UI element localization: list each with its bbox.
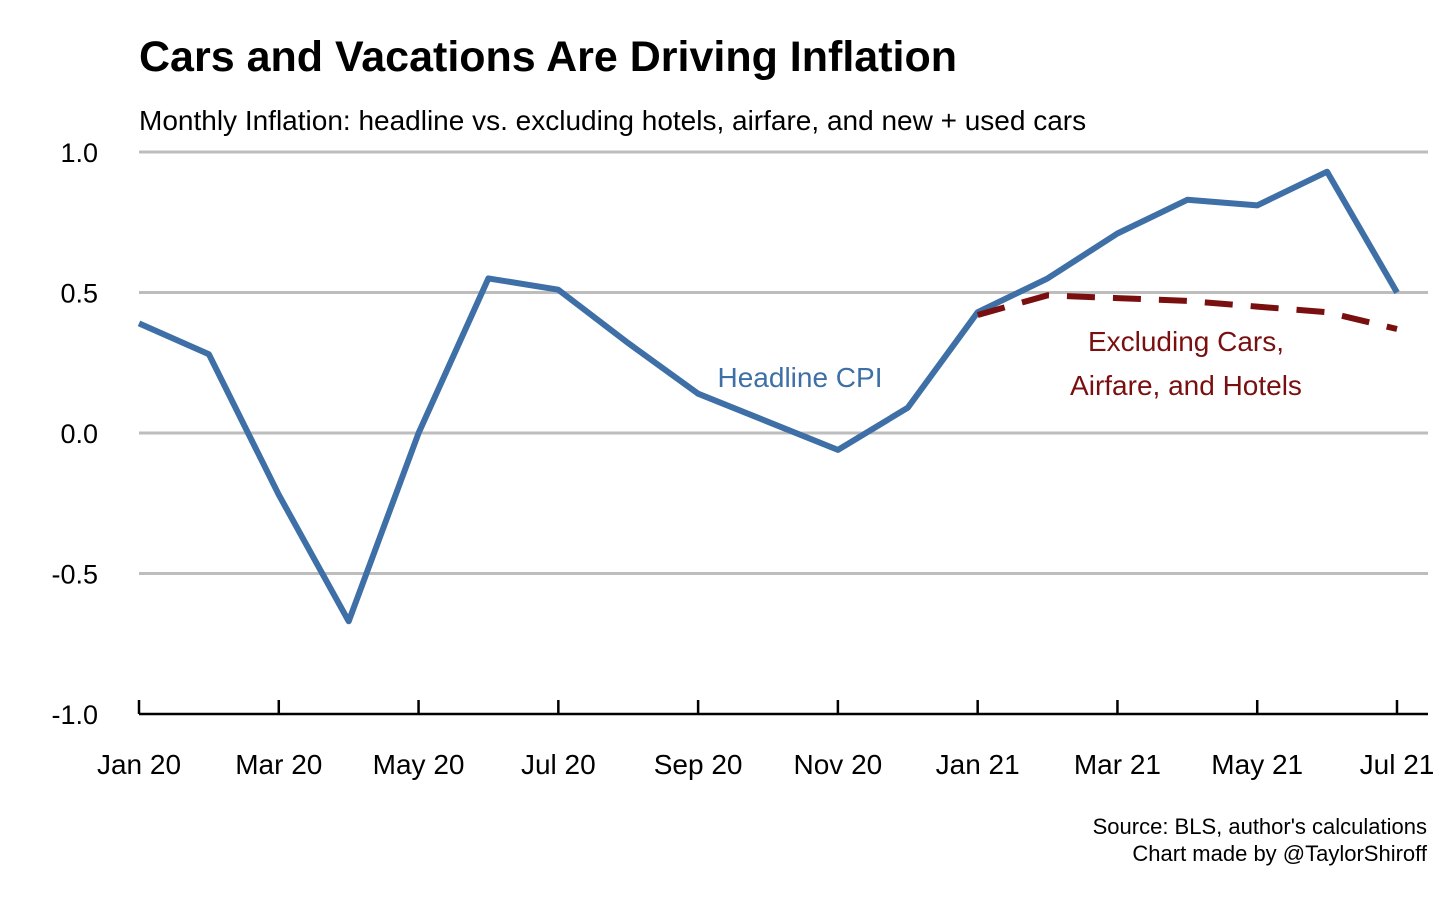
x-tick-label: May 20 <box>373 749 465 780</box>
x-tick-label: Jul 20 <box>521 749 596 780</box>
y-axis-ticks: 1.0 0.5 0.0 -0.5 -1.0 <box>51 138 98 730</box>
chart-title: Cars and Vacations Are Driving Inflation <box>139 33 957 81</box>
y-tick-label: -0.5 <box>51 560 98 590</box>
credit-note: Chart made by @TaylorShiroff <box>1132 841 1427 866</box>
source-note: Source: BLS, author's calculations <box>1093 814 1427 839</box>
x-tick-label: Sep 20 <box>654 749 743 780</box>
y-tick-label: 1.0 <box>60 138 98 168</box>
headline-cpi-label: Headline CPI <box>718 362 883 393</box>
x-tick-label: Jan 20 <box>97 749 181 780</box>
y-tick-label: 0.5 <box>60 279 98 309</box>
excluding-label-line2: Airfare, and Hotels <box>1070 370 1302 401</box>
x-tick-label: Mar 21 <box>1074 749 1161 780</box>
chart-subtitle: Monthly Inflation: headline vs. excludin… <box>139 105 1086 136</box>
y-tick-label: -1.0 <box>51 700 98 730</box>
x-axis: Jan 20 Mar 20 May 20 Jul 20 Sep 20 Nov 20 Jan … <box>97 700 1434 780</box>
excluding-series-line <box>976 292 1398 332</box>
headline-cpi-series-line <box>137 168 1400 625</box>
x-tick-label: Nov 20 <box>794 749 883 780</box>
x-tick-label: Jan 21 <box>936 749 1020 780</box>
x-tick-label: May 21 <box>1211 749 1303 780</box>
excluding-label-line1: Excluding Cars, <box>1088 326 1284 357</box>
grid-lines <box>139 150 1428 575</box>
series-lines <box>137 168 1400 625</box>
x-tick-label: Jul 21 <box>1360 749 1435 780</box>
x-tick-label: Mar 20 <box>235 749 322 780</box>
y-tick-label: 0.0 <box>60 419 98 449</box>
